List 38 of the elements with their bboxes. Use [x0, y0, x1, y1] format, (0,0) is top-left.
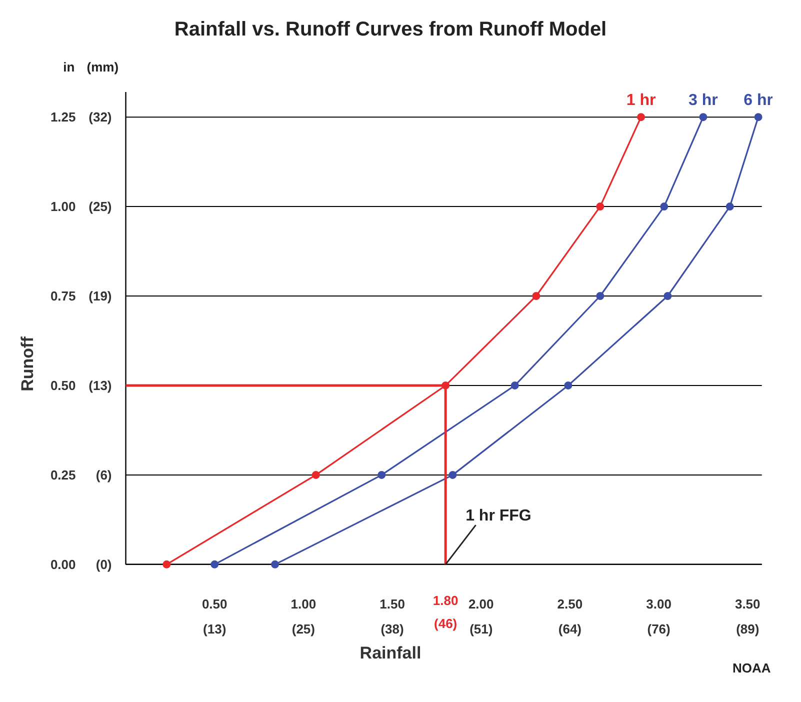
text: (mm): [86, 59, 119, 74]
annotation: 1 hr FFG: [466, 507, 532, 524]
text: in: [63, 59, 75, 74]
x-axis-title: Rainfall: [360, 644, 422, 662]
x-tick-label: 1.00: [290, 596, 316, 612]
y2-tick-label: (25): [88, 199, 112, 214]
series-label: 6 hr: [744, 92, 773, 110]
x2-tick-label: (13): [203, 621, 226, 636]
x-tick-label: 2.00: [468, 596, 494, 612]
x-tick-label: 3.50: [734, 596, 760, 612]
x2-tick-label: (89): [736, 621, 760, 636]
y2-tick-label: (32): [88, 110, 112, 125]
y-tick-label: 0.75: [50, 288, 76, 304]
y-tick-label: 0.00: [50, 556, 76, 572]
y2-tick-label: (6): [96, 467, 112, 482]
x-tick-label: 2.50: [557, 596, 583, 612]
y-tick-label: 0.25: [50, 467, 76, 482]
y2-tick-label: (0): [96, 556, 112, 572]
y-tick-label: 1.25: [50, 110, 76, 125]
y-axis-title: Runoff: [18, 336, 38, 392]
y2-tick-label: (13): [88, 378, 112, 393]
series-label: 1 hr: [626, 92, 656, 110]
x2-tick-label: (25): [292, 621, 316, 636]
x-tick-label: 3.00: [646, 596, 672, 612]
y-tick-label: 1.00: [50, 199, 76, 214]
text: (46): [434, 616, 458, 631]
chart-title: Rainfall vs. Runoff Curves from Runoff Model: [174, 18, 607, 40]
text: 1.80: [432, 592, 458, 608]
y2-tick-label: (19): [88, 288, 112, 304]
x2-tick-label: (76): [647, 621, 670, 636]
x-tick-label: 1.50: [380, 596, 405, 612]
text: NOAA: [732, 660, 772, 676]
x2-tick-label: (38): [380, 621, 404, 636]
x2-tick-label: (51): [470, 621, 493, 636]
series-label: 3 hr: [688, 92, 718, 110]
x2-tick-label: (64): [558, 621, 582, 636]
x-tick-label: 0.50: [202, 596, 228, 612]
y-tick-label: 0.50: [50, 378, 76, 393]
